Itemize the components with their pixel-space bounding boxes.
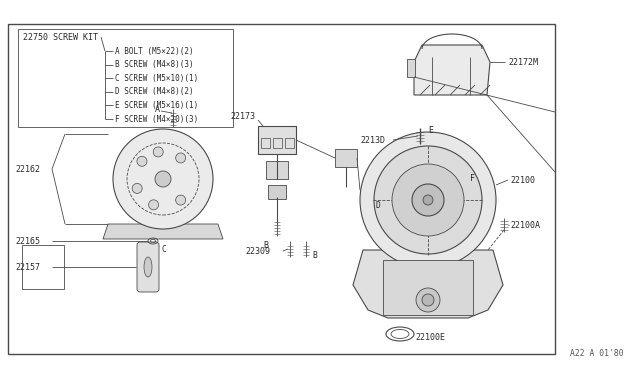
Text: 22100E: 22100E [415, 333, 445, 341]
Bar [258, 126, 296, 154]
Text: A22 A 01'80: A22 A 01'80 [570, 350, 623, 359]
Text: 22173: 22173 [230, 112, 255, 121]
Bar [268, 185, 286, 199]
Text: E SCREW (M5×16)(1): E SCREW (M5×16)(1) [115, 101, 198, 110]
Text: 22162: 22162 [15, 164, 40, 173]
Bar [266, 161, 288, 179]
Bar [261, 138, 270, 148]
Text: 22750 SCREW KIT: 22750 SCREW KIT [23, 32, 98, 42]
Text: 2213D: 2213D [360, 135, 385, 144]
Bar [407, 59, 415, 77]
Bar [22, 245, 64, 289]
Polygon shape [414, 45, 490, 95]
Ellipse shape [144, 257, 152, 277]
Circle shape [153, 147, 163, 157]
Circle shape [423, 195, 433, 205]
Circle shape [374, 146, 482, 254]
Text: B SCREW (M4×8)(3): B SCREW (M4×8)(3) [115, 60, 194, 69]
Circle shape [155, 171, 171, 187]
Bar [285, 138, 294, 148]
Text: B: B [312, 250, 317, 260]
Text: A: A [155, 105, 160, 113]
Bar [8, 24, 555, 354]
Circle shape [137, 156, 147, 166]
Text: B: B [263, 241, 268, 250]
Circle shape [175, 195, 186, 205]
Text: 22100: 22100 [510, 176, 535, 185]
Text: E: E [428, 125, 433, 135]
Bar [18, 29, 233, 127]
FancyBboxPatch shape [137, 242, 159, 292]
Circle shape [148, 200, 159, 210]
Circle shape [392, 164, 464, 236]
Text: 22100A: 22100A [510, 221, 540, 230]
Bar [273, 138, 282, 148]
Text: F SCREW (M4×20)(3): F SCREW (M4×20)(3) [115, 115, 198, 124]
Bar [383, 260, 473, 315]
Circle shape [132, 183, 142, 193]
Text: C: C [161, 244, 166, 253]
Circle shape [360, 132, 496, 268]
Polygon shape [103, 224, 223, 239]
Text: 22309: 22309 [245, 247, 270, 256]
Text: 22165: 22165 [15, 237, 40, 246]
Text: C SCREW (M5×10)(1): C SCREW (M5×10)(1) [115, 74, 198, 83]
Text: A BOLT (M5×22)(2): A BOLT (M5×22)(2) [115, 46, 194, 55]
Circle shape [412, 184, 444, 216]
Circle shape [416, 288, 440, 312]
Circle shape [113, 129, 213, 229]
Text: D: D [376, 201, 381, 209]
Text: 22172M: 22172M [508, 58, 538, 67]
Bar [335, 149, 357, 167]
Text: F: F [470, 173, 475, 183]
Text: 22157: 22157 [15, 263, 40, 272]
Text: D SCREW (M4×8)(2): D SCREW (M4×8)(2) [115, 87, 194, 96]
Circle shape [422, 294, 434, 306]
Polygon shape [353, 250, 503, 318]
Circle shape [175, 153, 186, 163]
